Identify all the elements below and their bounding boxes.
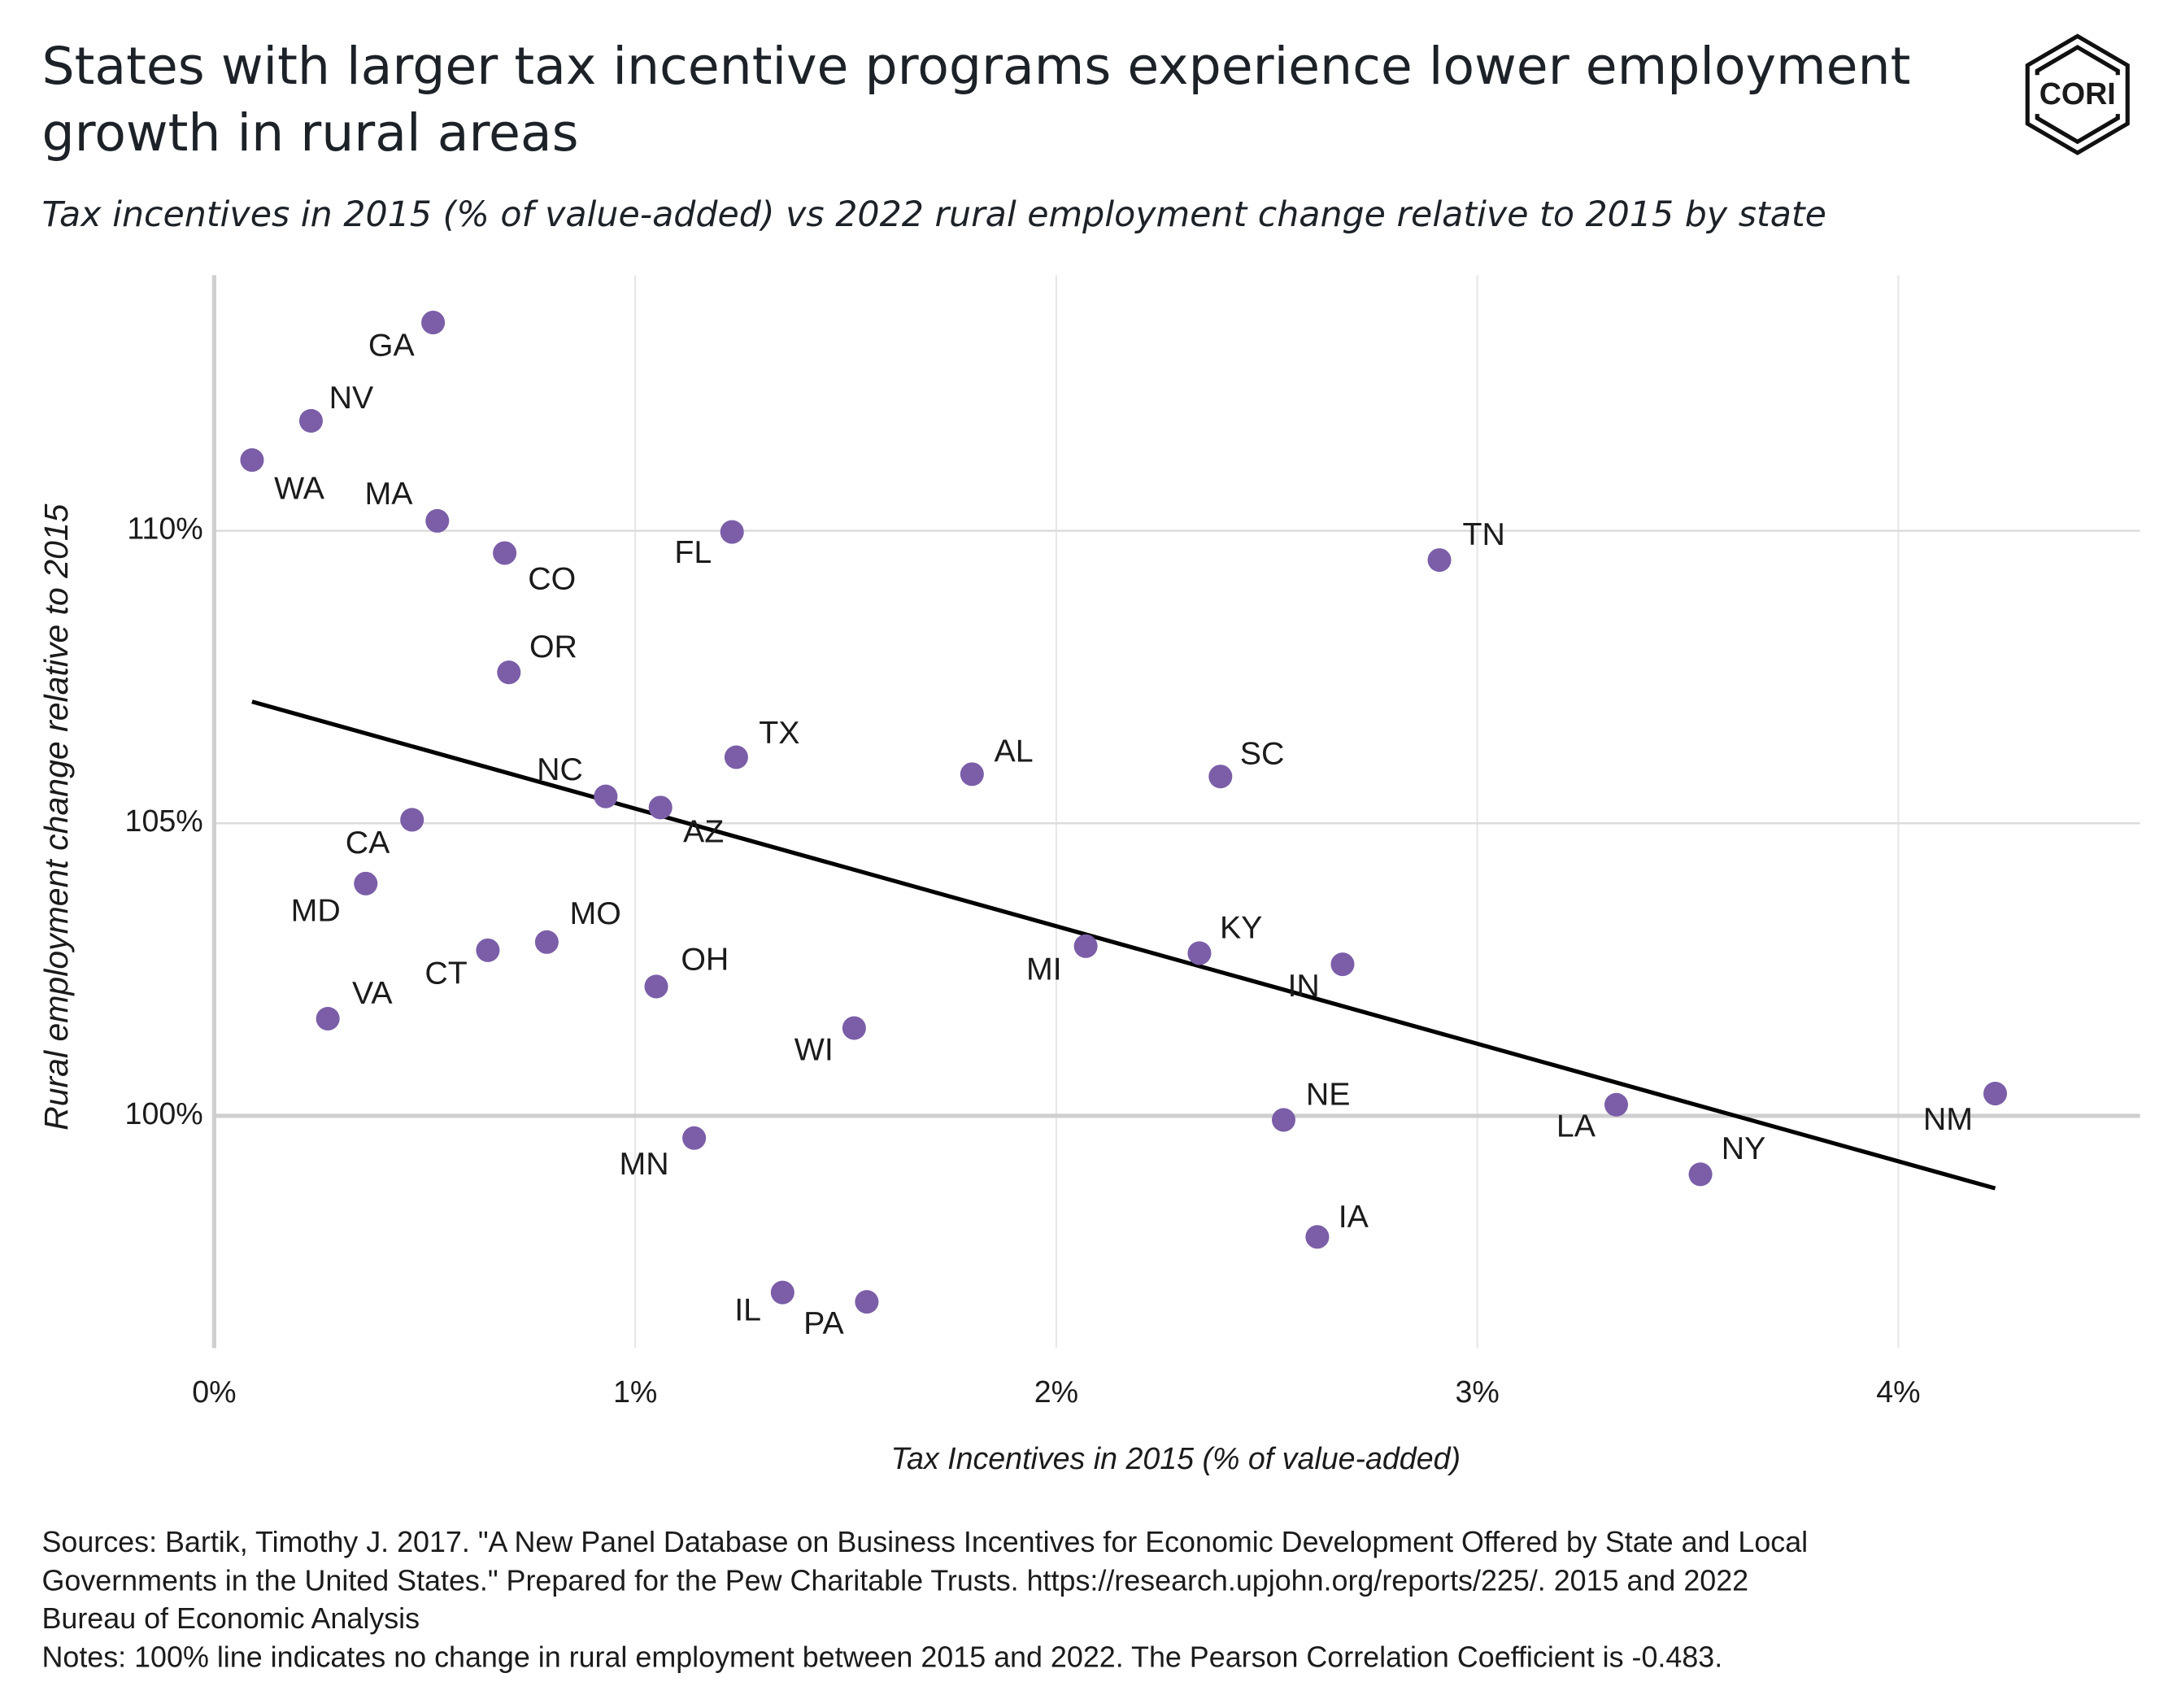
point-label: OH <box>681 942 729 978</box>
point <box>1187 941 1212 965</box>
y-axis-title: Rural employment change relative to 2015 <box>37 503 75 1131</box>
point <box>594 784 618 808</box>
point-label: CT <box>424 955 467 991</box>
point-label: MO <box>570 895 621 931</box>
point-label: IL <box>734 1292 761 1327</box>
chart-title: growth in rural areas <box>41 102 578 163</box>
point <box>682 1126 707 1150</box>
caption: Notes: 100% line indicates no change in … <box>41 1641 1722 1674</box>
point-label: NY <box>1722 1131 1766 1166</box>
point-label: NM <box>1923 1101 1973 1137</box>
point-label: AZ <box>683 814 724 850</box>
point-label: NV <box>329 380 374 416</box>
point <box>724 745 748 769</box>
point <box>400 808 424 832</box>
point <box>1208 765 1233 789</box>
logo-shape <box>2035 45 2120 145</box>
point <box>421 311 446 335</box>
point <box>1330 952 1355 977</box>
logo-shape <box>2025 33 2130 155</box>
point <box>497 660 521 685</box>
x-tick-label: 4% <box>1876 1375 1920 1409</box>
point <box>425 508 450 533</box>
point <box>770 1280 794 1305</box>
point-label: NC <box>537 752 583 787</box>
point-label: IA <box>1339 1199 1369 1235</box>
point <box>493 541 517 565</box>
point <box>1305 1225 1330 1249</box>
point <box>720 520 744 544</box>
point <box>960 762 984 786</box>
logo-text: CORI <box>2040 76 2116 111</box>
point-label: PA <box>803 1305 844 1341</box>
point-label: FL <box>674 534 712 570</box>
point-label: LA <box>1556 1109 1596 1144</box>
logo-shape <box>2031 75 2124 115</box>
point-label: NE <box>1306 1076 1351 1112</box>
x-tick-label: 2% <box>1034 1375 1078 1409</box>
point <box>240 448 264 473</box>
point-label: WA <box>274 471 325 507</box>
point-label: OR <box>529 629 577 664</box>
point-label: MI <box>1026 951 1062 987</box>
point-label: VA <box>352 975 393 1011</box>
logo: CORI <box>2025 33 2130 155</box>
point-label: CO <box>528 561 576 597</box>
point <box>316 1006 340 1031</box>
point <box>476 938 500 962</box>
caption: Governments in the United States." Prepa… <box>41 1565 1748 1597</box>
point <box>1427 548 1452 573</box>
y-tick-label: 110% <box>127 512 202 546</box>
caption: Sources: Bartik, Timothy J. 2017. "A New… <box>41 1526 1808 1558</box>
point <box>354 871 378 895</box>
point-label: MN <box>620 1146 669 1182</box>
point-label: SC <box>1240 735 1285 771</box>
point <box>644 974 668 999</box>
point-label: AL <box>995 734 1034 769</box>
point-label: MD <box>291 893 341 929</box>
point <box>298 408 323 433</box>
point <box>1688 1162 1713 1187</box>
trend-line <box>251 699 1996 1191</box>
point <box>1983 1082 2008 1106</box>
x-tick-label: 1% <box>613 1375 657 1409</box>
x-axis-title: Tax Incentives in 2015 (% of value-added… <box>891 1441 1461 1475</box>
point <box>855 1290 879 1314</box>
point-label: IN <box>1287 968 1319 1004</box>
point <box>1271 1108 1296 1132</box>
chart-title: States with larger tax incentive program… <box>41 36 1910 96</box>
point <box>648 795 673 820</box>
point <box>534 930 559 954</box>
chart-subtitle: Tax incentives in 2015 (% of value-added… <box>41 194 1826 235</box>
y-tick-label: 100% <box>125 1096 203 1131</box>
point-label: CA <box>346 825 390 861</box>
point-label: MA <box>364 476 413 512</box>
x-tick-label: 0% <box>192 1375 236 1409</box>
point-label: GA <box>368 328 416 364</box>
point-label: KY <box>1220 909 1262 945</box>
point <box>1073 934 1098 958</box>
point <box>842 1016 866 1040</box>
point-label: TN <box>1463 516 1505 552</box>
y-tick-label: 105% <box>125 804 203 838</box>
caption: Bureau of Economic Analysis <box>41 1602 420 1635</box>
x-tick-label: 3% <box>1455 1375 1499 1409</box>
point-label: TX <box>759 715 799 751</box>
point-label: WI <box>794 1031 834 1067</box>
point <box>1604 1092 1629 1117</box>
